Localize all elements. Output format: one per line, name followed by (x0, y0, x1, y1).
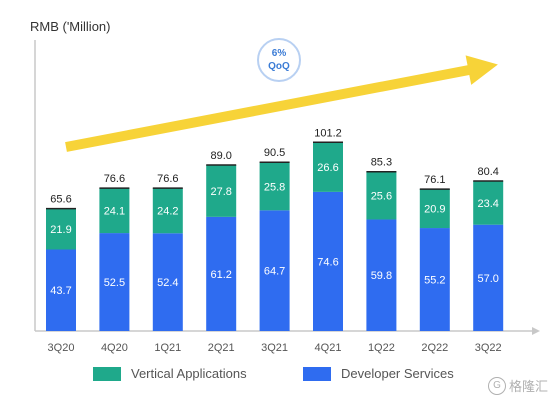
legend: Vertical Applications Developer Services (0, 366, 560, 388)
data-label-vertical-applications: 25.8 (264, 181, 285, 193)
bar-vertical-applications (313, 142, 343, 192)
data-label-vertical-applications: 24.2 (157, 206, 178, 218)
x-tick-label: 3Q20 (48, 342, 75, 354)
data-label-total: 76.6 (157, 173, 178, 185)
watermark-logo-icon: G (487, 376, 506, 395)
growth-trend-arrow (65, 55, 498, 152)
qoq-badge-circle (257, 38, 301, 82)
data-label-total: 65.6 (50, 194, 71, 206)
y-axis-label: RMB ('Million) (30, 19, 110, 34)
bar-developer-services (46, 249, 76, 331)
data-label-total: 90.5 (264, 147, 285, 159)
bar-developer-services (99, 233, 130, 331)
legend-swatch-developer-services (303, 366, 331, 381)
data-label-vertical-applications: 25.6 (371, 191, 392, 203)
x-tick-label: 4Q20 (101, 342, 128, 354)
data-label-total: 80.4 (477, 166, 498, 178)
bar-vertical-applications (206, 165, 237, 217)
qoq-badge-label: QoQ (268, 61, 290, 72)
data-label-developer-services: 59.8 (371, 270, 392, 282)
data-label-developer-services: 52.5 (104, 277, 125, 289)
bar-vertical-applications (366, 171, 397, 220)
legend-label-developer-services: Developer Services (341, 366, 454, 381)
bar-vertical-applications (259, 162, 290, 211)
data-label-vertical-applications: 20.9 (424, 204, 445, 216)
trend-arrow (65, 55, 498, 152)
bar-vertical-applications (46, 208, 76, 250)
data-label-developer-services: 43.7 (50, 285, 71, 297)
x-tick-label: 3Q22 (475, 342, 502, 354)
bar-developer-services (259, 210, 290, 331)
x-axis-arrowhead (532, 327, 540, 335)
data-label-total: 76.6 (104, 173, 125, 185)
x-tick-label: 1Q22 (368, 342, 395, 354)
x-tick-label: 3Q21 (261, 342, 288, 354)
legend-label-vertical-applications: Vertical Applications (131, 366, 247, 381)
x-tick-label: 1Q21 (154, 342, 181, 354)
data-label-total: 85.3 (371, 157, 392, 169)
data-label-vertical-applications: 27.8 (210, 186, 231, 198)
legend-swatch-vertical-applications (93, 366, 121, 381)
bar-developer-services (313, 191, 343, 331)
bar-vertical-applications (419, 189, 450, 229)
qoq-badge: 6% QoQ (257, 38, 301, 82)
x-tick-label: 4Q21 (315, 342, 342, 354)
data-label-vertical-applications: 21.9 (50, 224, 71, 236)
data-label-developer-services: 61.2 (210, 269, 231, 281)
data-label-developer-services: 57.0 (477, 273, 498, 285)
bar-vertical-applications (152, 188, 183, 234)
x-tick-label: 2Q22 (421, 342, 448, 354)
bar-developer-services (419, 228, 450, 331)
data-label-total: 76.1 (424, 174, 445, 186)
data-label-total: 89.0 (210, 150, 231, 162)
bar-vertical-applications (473, 181, 504, 225)
data-label-developer-services: 74.6 (317, 256, 338, 268)
legend-item-developer-services: Developer Services (303, 366, 454, 381)
bar-developer-services (206, 216, 237, 331)
bar-developer-services (473, 224, 504, 331)
data-label-total: 101.2 (314, 127, 342, 139)
x-tick-label: 2Q21 (208, 342, 235, 354)
watermark-text: 格隆汇 (508, 379, 548, 394)
legend-item-vertical-applications: Vertical Applications (93, 366, 247, 381)
watermark: G 格隆汇 (487, 376, 548, 395)
data-label-vertical-applications: 26.6 (317, 162, 338, 174)
qoq-badge-percent: 6% (272, 48, 287, 59)
bar-vertical-applications (99, 188, 130, 234)
data-label-developer-services: 52.4 (157, 277, 178, 289)
data-label-developer-services: 55.2 (424, 275, 445, 287)
bar-developer-services (152, 233, 183, 331)
data-label-vertical-applications: 24.1 (104, 206, 125, 218)
data-label-vertical-applications: 23.4 (477, 198, 498, 210)
bar-developer-services (366, 219, 397, 331)
data-label-developer-services: 64.7 (264, 266, 285, 278)
